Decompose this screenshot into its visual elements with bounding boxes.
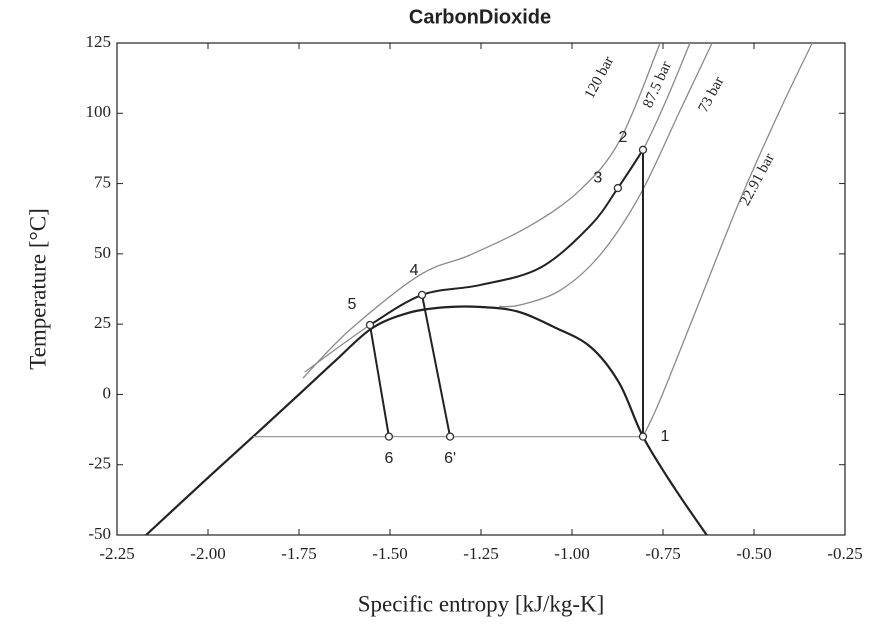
state-point: [384, 432, 394, 441]
state-label: 2: [619, 129, 628, 146]
state-label: 1: [661, 428, 670, 445]
y-tick-label: 100: [86, 102, 112, 121]
x-tick-label: -1.00: [554, 544, 589, 563]
isobar-line: [499, 42, 713, 308]
state-point: [445, 432, 455, 441]
state-label: 5: [348, 296, 357, 313]
cycle-line: [421, 294, 452, 437]
x-tick-label: -0.25: [827, 544, 862, 563]
state-label: 3: [593, 169, 602, 186]
isobar-label: 73 bar: [696, 74, 728, 115]
state-point: [417, 290, 427, 300]
state-point: [638, 432, 648, 441]
y-axis-label: Temperature [°C]: [25, 208, 50, 369]
x-axis-label: Specific entropy [kJ/kg-K]: [358, 591, 605, 616]
isobar-label: 120 bar: [582, 54, 617, 102]
state-label: 4: [410, 262, 419, 279]
x-tick-label: -2.00: [190, 544, 225, 563]
x-tick-label: -1.75: [281, 544, 316, 563]
x-tick-label: -1.25: [463, 544, 498, 563]
y-tick-label: 50: [94, 243, 111, 262]
x-tick-label: -0.50: [736, 544, 771, 563]
cycle-line: [368, 324, 390, 437]
x-tick-label: -0.75: [645, 544, 680, 563]
y-tick-label: 125: [86, 32, 112, 51]
state-point: [365, 320, 375, 330]
x-tick-label: -2.25: [99, 544, 134, 563]
cycle-line: [145, 305, 708, 536]
chart-title: CarbonDioxide: [409, 6, 551, 28]
state-point: [613, 183, 623, 193]
state-label: 6: [384, 450, 393, 467]
y-tick-label: -50: [88, 524, 111, 543]
y-tick-label: 0: [103, 383, 112, 402]
y-tick-label: 25: [94, 313, 111, 332]
isobar-line: [642, 42, 813, 437]
isobar-label: 87.5 bar: [640, 59, 675, 110]
state-point: [638, 145, 648, 154]
isobar-line: [302, 42, 661, 379]
state-label: 6': [444, 450, 456, 467]
y-tick-label: -25: [88, 454, 111, 473]
x-tick-label: -1.50: [372, 544, 407, 563]
y-tick-label: 75: [94, 172, 111, 191]
